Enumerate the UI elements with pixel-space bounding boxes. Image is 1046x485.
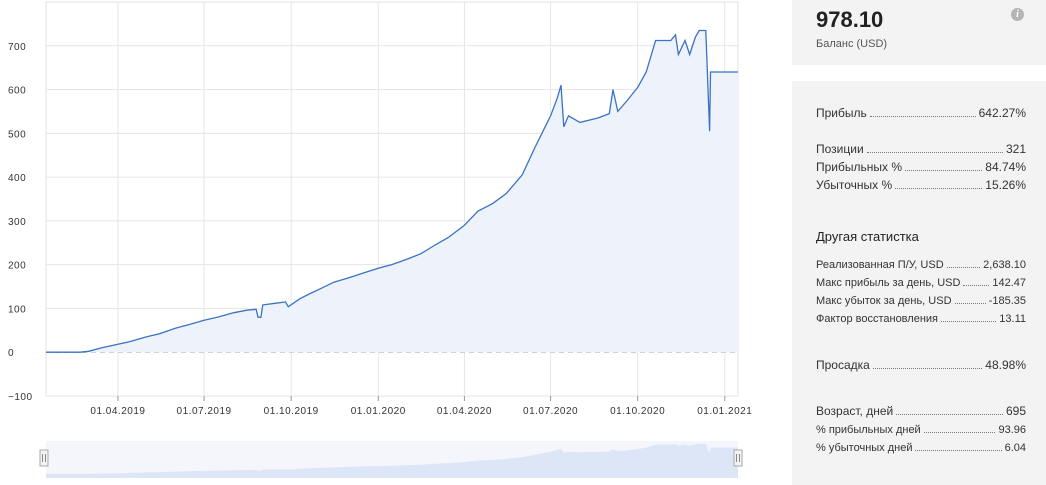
stat-value: 15.26%: [985, 178, 1026, 192]
stat-label: Макс прибыль за день, USD: [816, 277, 961, 289]
navigator-left-handle-box[interactable]: [39, 449, 49, 467]
stat-label: Макс убыток за день, USD: [816, 295, 952, 307]
y-tick-label: 0: [8, 348, 14, 359]
stat-profitable-pct: Прибыльных % 84.74%: [816, 160, 1026, 174]
stat-value: 93.96: [998, 424, 1026, 436]
stat-value: 642.27%: [978, 106, 1026, 120]
x-tick-label: 01.04.2020: [437, 406, 492, 417]
x-tick-label: 01.01.2020: [351, 406, 406, 417]
y-tick-label: 600: [8, 86, 26, 97]
stat-label: % прибыльных дней: [816, 424, 921, 436]
stat-value: 695: [1005, 404, 1026, 418]
balance-panel: 978.10 Баланс (USD) i: [792, 0, 1046, 65]
navigator-series: [46, 443, 738, 478]
stat-losing-days-pct: % убыточных дней 6.04: [816, 442, 1026, 454]
stat-label: Прибыльных %: [816, 160, 903, 174]
y-tick-label: 500: [8, 129, 26, 140]
stat-max-day-profit: Макс прибыль за день, USD 142.47: [816, 277, 1026, 289]
stat-label: % убыточных дней: [816, 442, 913, 454]
stat-value: 142.47: [992, 277, 1026, 289]
x-tick-label: 01.01.2021: [697, 406, 752, 417]
stat-value: 6.04: [1004, 442, 1026, 454]
stat-label: Фактор восстановления: [816, 313, 938, 325]
x-tick-label: 01.04.2019: [90, 406, 145, 417]
other-stats-title: Другая статистка: [816, 229, 919, 244]
stat-drawdown: Просадка 48.98%: [816, 358, 1026, 372]
stat-value: 321: [1005, 142, 1026, 156]
stats-panel: Прибыль 642.27% Позиции 321 Прибыльных % 84…: [792, 81, 1046, 485]
stat-value: 84.74%: [985, 160, 1026, 174]
navigator-right-handle-box[interactable]: [733, 449, 743, 467]
stat-label: Позиции: [816, 142, 864, 156]
stat-profit: Прибыль 642.27%: [816, 106, 1026, 120]
y-tick-label: 400: [8, 173, 26, 184]
y-tick-label: 200: [8, 261, 26, 272]
stat-positions: Позиции 321: [816, 142, 1026, 156]
stat-age-days: Возраст, дней 695: [816, 404, 1026, 418]
info-icon[interactable]: i: [1011, 8, 1024, 21]
stat-value: 48.98%: [985, 358, 1026, 372]
y-tick-label: −100: [8, 392, 33, 403]
navigator-right-handle[interactable]: [733, 449, 743, 467]
equity-chart: 700 600 500 400 300 200 100 0 −100 01.04.2019 01.0…: [8, 1, 752, 478]
stat-label: Убыточных %: [816, 178, 893, 192]
y-tick-label: 300: [8, 217, 26, 228]
chart-svg: 700 600 500 400 300 200 100 0 −100 01.04.2019 01.0…: [8, 1, 752, 478]
x-tick-label: 01.10.2020: [610, 406, 665, 417]
series-area: [46, 30, 738, 353]
x-tick-label: 01.10.2019: [264, 406, 319, 417]
stat-label: Просадка: [816, 358, 870, 372]
x-tick-label: 01.07.2020: [523, 406, 578, 417]
stat-max-day-loss: Макс убыток за день, USD -185.35: [816, 295, 1026, 307]
stat-label: Реализованная П/У, USD: [816, 259, 944, 271]
stat-recovery-factor: Фактор восстановления 13.11: [816, 313, 1026, 325]
balance-value: 978.10: [816, 7, 884, 32]
stat-value: 2,638.10: [983, 259, 1026, 271]
balance-label: Баланс (USD): [816, 38, 888, 50]
y-tick-label: 700: [8, 42, 26, 53]
stat-label: Прибыль: [816, 106, 867, 120]
stat-losing-pct: Убыточных % 15.26%: [816, 178, 1026, 192]
stat-label: Возраст, дней: [816, 404, 894, 418]
x-tick-label: 01.07.2019: [177, 406, 232, 417]
stat-value: -185.35: [988, 295, 1026, 307]
stat-realized-pl: Реализованная П/У, USD 2,638.10: [816, 259, 1026, 271]
y-tick-label: 100: [8, 304, 26, 315]
navigator-left-handle[interactable]: [39, 449, 49, 467]
stat-profitable-days-pct: % прибыльных дней 93.96: [816, 424, 1026, 436]
stat-value: 13.11: [999, 313, 1026, 325]
series-line: [46, 29, 738, 353]
